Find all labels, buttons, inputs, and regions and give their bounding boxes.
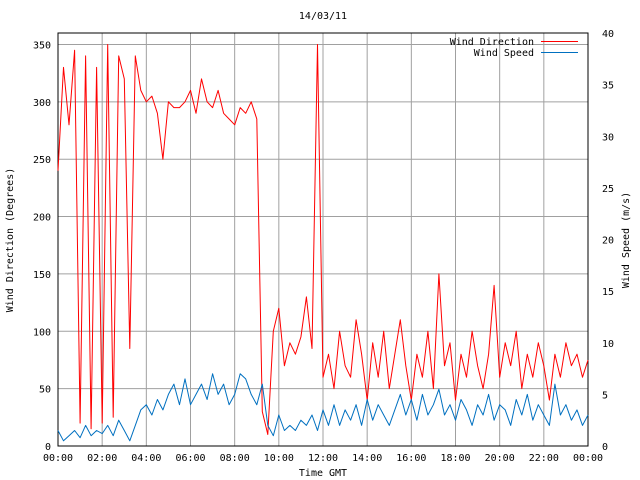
legend-label-wind-direction: Wind Direction [450,37,534,48]
y2-tick-label: 35 [602,81,614,92]
y2-tick-label: 0 [602,442,608,453]
x-tick-label: 00:00 [43,453,73,464]
x-tick-label: 20:00 [485,453,515,464]
y2-tick-label: 25 [602,184,614,195]
y-tick-label: 350 [33,40,51,51]
y-axis-label: Wind Direction (Degrees) [5,168,16,313]
plot-frame [57,32,589,447]
x-tick-label: 02:00 [87,453,117,464]
x-tick-label: 18:00 [440,453,470,464]
x-axis-label: Time GMT [299,468,347,479]
chart-title: 14/03/11 [299,11,347,22]
x-tick-label: 16:00 [396,453,426,464]
x-tick-label: 10:00 [264,453,294,464]
series-layer [57,44,589,442]
legend-label-wind-speed: Wind Speed [474,48,534,59]
x-tick-label: 12:00 [308,453,338,464]
y-tick-label: 150 [33,270,51,281]
x-tick-label: 08:00 [220,453,250,464]
x-tick-label: 06:00 [175,453,205,464]
y2-tick-label: 20 [602,236,614,247]
y-tick-label: 100 [33,327,51,338]
y2-tick-label: 30 [602,132,614,143]
legend: Wind Direction Wind Speed [450,37,578,59]
x-tick-label: 00:00 [573,453,603,464]
y-tick-label: 250 [33,155,51,166]
x-tick-labels: 00:00 02:00 04:00 06:00 08:00 10:00 12:00 14:00… [43,453,603,464]
y2-tick-label: 15 [602,287,614,298]
series-line-wind-speed [57,373,589,442]
y-tick-label: 200 [33,213,51,224]
y-tick-label: 0 [45,442,51,453]
y-tick-label: 50 [39,385,51,396]
y2-tick-label: 40 [602,29,614,40]
y2-axis-label: Wind Speed (m/s) [621,192,632,288]
series-line-wind-direction [57,44,589,435]
x-tick-label: 22:00 [529,453,559,464]
y2-tick-label: 5 [602,390,608,401]
x-tick-label: 04:00 [131,453,161,464]
x-tick-label: 14:00 [352,453,382,464]
y2-tick-labels: 0 5 10 15 20 25 30 35 40 [602,29,614,453]
y-tick-labels: 0 50 100 150 200 250 300 350 [33,40,51,453]
y2-tick-label: 10 [602,339,614,350]
y-tick-label: 300 [33,98,51,109]
